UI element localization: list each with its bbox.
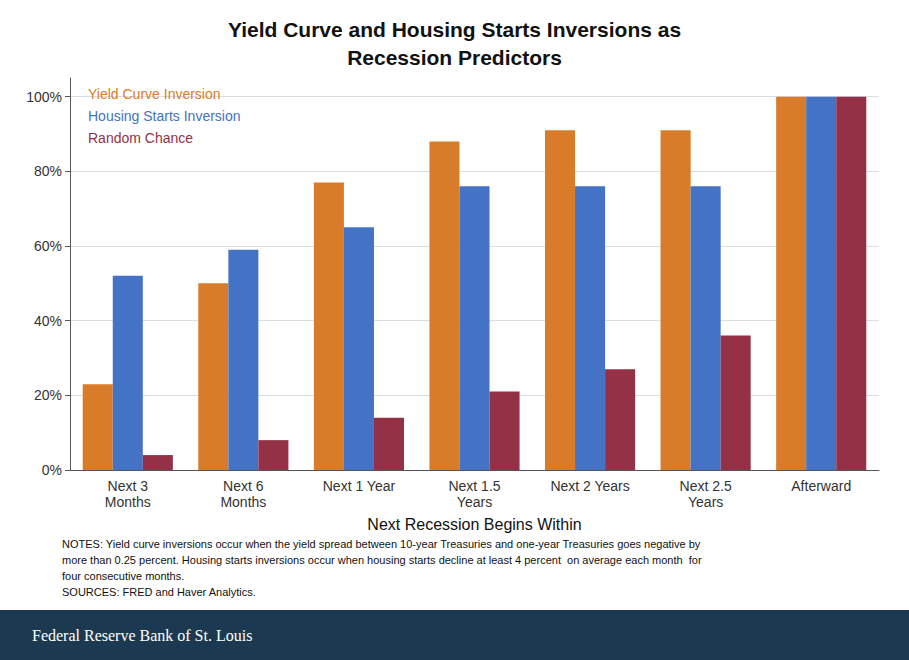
svg-text:Next 1.5: Next 1.5 (448, 478, 500, 494)
svg-text:60%: 60% (34, 238, 62, 254)
svg-text:Federal Reserve Bank of St. Lo: Federal Reserve Bank of St. Louis (32, 627, 252, 644)
svg-text:Next Recession Begins Within: Next Recession Begins Within (367, 516, 581, 533)
svg-text:Next 1 Year: Next 1 Year (323, 478, 396, 494)
svg-text:Months: Months (105, 494, 151, 510)
svg-text:Next 2 Years: Next 2 Years (550, 478, 629, 494)
svg-text:Years: Years (457, 494, 492, 510)
svg-text:Months: Months (220, 494, 266, 510)
svg-text:more than 0.25 percent. Housin: more than 0.25 percent. Housing starts i… (62, 554, 702, 566)
svg-text:four consecutive months.: four consecutive months. (62, 570, 184, 582)
svg-text:80%: 80% (34, 163, 62, 179)
svg-text:Next 2.5: Next 2.5 (680, 478, 732, 494)
svg-text:SOURCES: FRED and Haver Analyt: SOURCES: FRED and Haver Analytics. (62, 586, 256, 598)
svg-text:Housing Starts Inversion: Housing Starts Inversion (88, 108, 241, 124)
svg-text:Yield Curve Inversion: Yield Curve Inversion (88, 86, 221, 102)
svg-text:Afterward: Afterward (791, 478, 851, 494)
svg-text:100%: 100% (26, 89, 62, 105)
svg-text:Next 3: Next 3 (108, 478, 149, 494)
svg-text:Recession Predictors: Recession Predictors (347, 46, 562, 69)
svg-text:NOTES: Yield curve inversions: NOTES: Yield curve inversions occur when… (62, 538, 701, 550)
svg-text:Random Chance: Random Chance (88, 130, 193, 146)
svg-text:20%: 20% (34, 387, 62, 403)
svg-text:Next 6: Next 6 (223, 478, 264, 494)
svg-text:Years: Years (688, 494, 723, 510)
svg-text:Yield Curve and Housing Starts: Yield Curve and Housing Starts Inversion… (228, 18, 681, 41)
svg-text:0%: 0% (42, 462, 62, 478)
svg-text:40%: 40% (34, 313, 62, 329)
